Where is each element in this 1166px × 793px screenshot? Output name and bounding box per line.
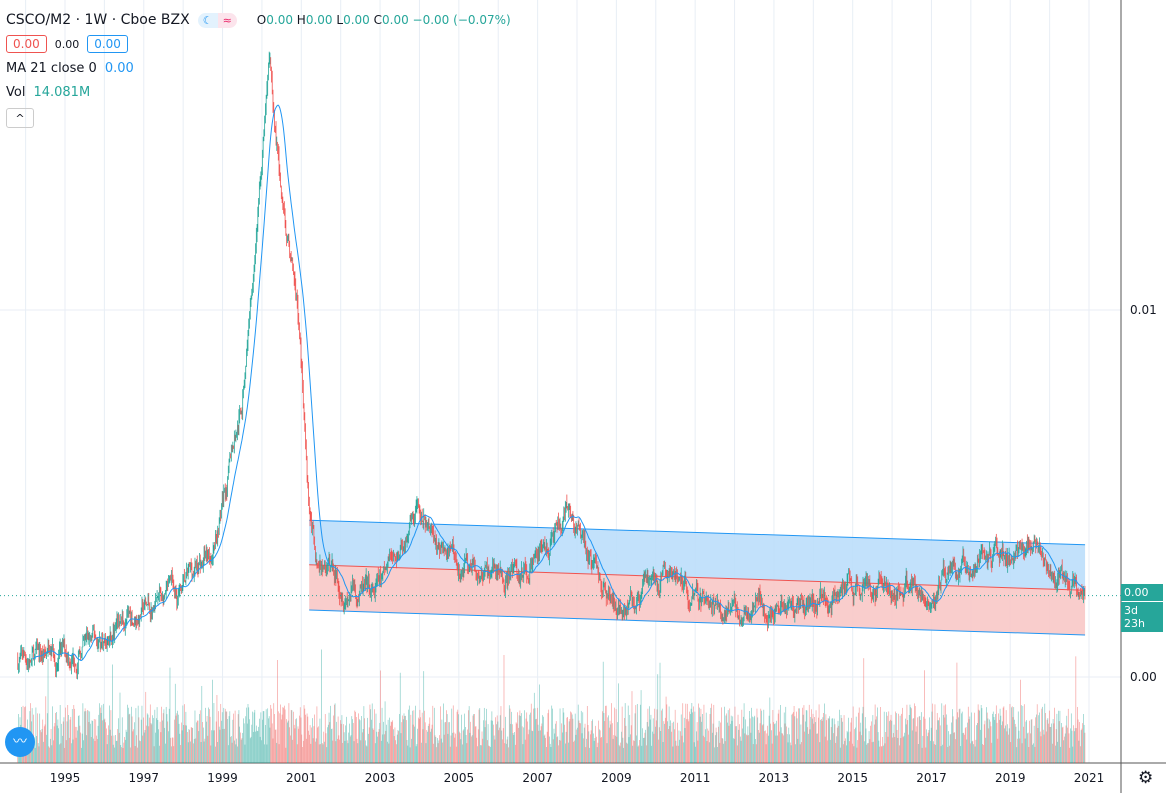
x-tick-label: 2007 bbox=[522, 771, 553, 785]
channel-upper-fill bbox=[309, 520, 1086, 591]
x-tick-label: 2013 bbox=[759, 771, 790, 785]
buy-button[interactable]: 0.00 bbox=[87, 35, 128, 53]
settings-gear-icon[interactable]: ⚙ bbox=[1138, 768, 1154, 788]
y-tick-label: 0.00 bbox=[1130, 670, 1157, 684]
y-tick-label: 0.01 bbox=[1130, 303, 1157, 317]
last-price-label: 0.00 bbox=[1121, 584, 1163, 601]
x-tick-label: 1997 bbox=[128, 771, 159, 785]
ma-value: 0.00 bbox=[104, 60, 134, 76]
symbol-title[interactable]: CSCO/M2 · 1W · Cboe BZX bbox=[6, 12, 190, 28]
ma-label[interactable]: MA 21 close 0 bbox=[6, 60, 97, 76]
chart-legend: CSCO/M2 · 1W · Cboe BZX ☾ ≈ O0.00 H0.00 L… bbox=[6, 8, 511, 128]
x-tick-label: 2003 bbox=[365, 771, 396, 785]
moving-average-line bbox=[32, 104, 1086, 661]
x-tick-label: 2019 bbox=[995, 771, 1026, 785]
vol-value: 14.081M bbox=[33, 84, 91, 100]
x-tick-label: 2017 bbox=[916, 771, 947, 785]
collapse-legend-button[interactable]: ^ bbox=[6, 108, 34, 128]
channel-upper-line bbox=[309, 519, 1086, 546]
market-status: ☾ ≈ bbox=[197, 12, 237, 28]
x-tick-label: 2009 bbox=[601, 771, 632, 785]
x-tick-label: 2011 bbox=[680, 771, 711, 785]
x-tick-label: 2001 bbox=[286, 771, 317, 785]
x-tick-label: 1995 bbox=[50, 771, 81, 785]
moon-icon: ☾ bbox=[197, 12, 218, 28]
tradingview-logo-icon[interactable]: 〰 bbox=[5, 727, 35, 757]
countdown-label: 3d 23h bbox=[1121, 602, 1163, 632]
candles bbox=[17, 51, 1086, 680]
channel-middle-line bbox=[309, 564, 1086, 591]
vol-label[interactable]: Vol bbox=[6, 84, 26, 100]
ohlc-values: O0.00 H0.00 L0.00 C0.00 −0.00 (−0.07%) bbox=[256, 13, 511, 27]
sell-button[interactable]: 0.00 bbox=[6, 35, 47, 53]
x-tick-label: 2005 bbox=[444, 771, 475, 785]
x-tick-label: 2021 bbox=[1074, 771, 1105, 785]
x-tick-label: 2015 bbox=[837, 771, 868, 785]
channel-lower-line bbox=[309, 609, 1086, 636]
volume-bars bbox=[17, 649, 1086, 763]
x-tick-label: 1999 bbox=[207, 771, 238, 785]
delayed-icon: ≈ bbox=[217, 12, 237, 28]
spread: 0.00 bbox=[54, 37, 80, 51]
